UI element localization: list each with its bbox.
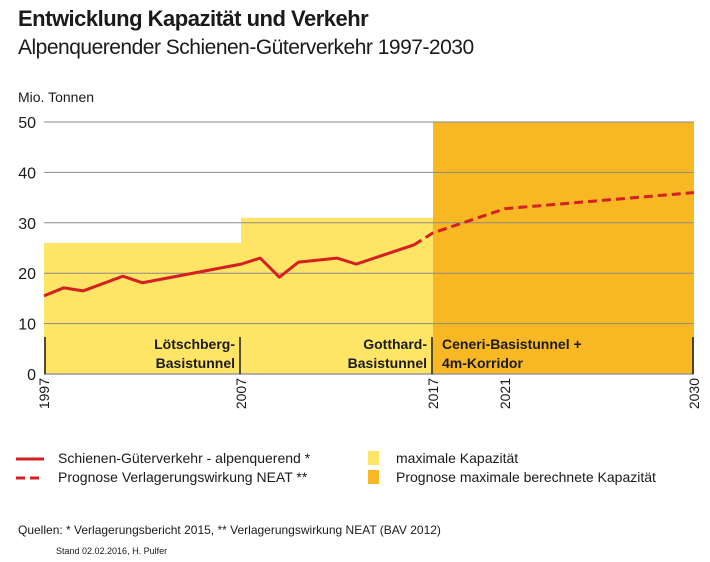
y-tick-label: 0 bbox=[27, 367, 36, 384]
tunnel-label: Lötschberg- bbox=[154, 336, 235, 352]
x-tick-label: 2017 bbox=[425, 378, 441, 409]
tunnel-label: Ceneri-Basistunnel + bbox=[442, 336, 582, 352]
tunnel-label: Basistunnel bbox=[156, 355, 235, 371]
capacity-area bbox=[44, 242, 241, 374]
y-tick-label: 40 bbox=[18, 165, 36, 182]
y-tick-label: 30 bbox=[18, 216, 36, 233]
y-tick-label: 20 bbox=[18, 266, 36, 283]
legend-label-actual: Schienen-Güterverkehr - alpenquerend * bbox=[58, 450, 311, 466]
chart-title: Entwicklung Kapazität und Verkehr bbox=[18, 6, 369, 31]
stand-note: Stand 02.02.2016, H. Pulfer bbox=[56, 546, 168, 556]
actual-line bbox=[43, 243, 415, 298]
legend-label-forecast: Prognose Verlagerungswirkung NEAT ** bbox=[58, 469, 308, 485]
tunnel-label: Gotthard- bbox=[363, 336, 427, 352]
legend-label-capacity: maximale Kapazität bbox=[396, 450, 519, 466]
x-tick-label: 2007 bbox=[233, 378, 249, 409]
capacity-area bbox=[241, 217, 433, 374]
legend-swatch-capacity bbox=[368, 451, 379, 465]
legend-swatch-forecast-capacity bbox=[368, 470, 379, 484]
sources-note: Quellen: * Verlagerungsbericht 2015, ** … bbox=[18, 523, 441, 537]
forecast-line bbox=[413, 191, 695, 247]
tunnel-label: 4m-Korridor bbox=[442, 355, 523, 371]
tunnel-label: Basistunnel bbox=[348, 355, 427, 371]
capacity-area bbox=[433, 122, 694, 374]
y-axis-label: Mio. Tonnen bbox=[18, 89, 95, 105]
x-tick-label: 2030 bbox=[686, 378, 702, 409]
x-tick-label: 2021 bbox=[497, 378, 513, 409]
chart-subtitle: Alpenquerender Schienen-Güterverkehr 199… bbox=[18, 36, 474, 59]
x-tick-label: 1997 bbox=[36, 378, 52, 409]
y-tick-label: 10 bbox=[18, 317, 36, 334]
y-tick-label: 50 bbox=[18, 115, 36, 132]
legend-label-forecast-capacity: Prognose maximale berechnete Kapazität bbox=[396, 469, 656, 485]
